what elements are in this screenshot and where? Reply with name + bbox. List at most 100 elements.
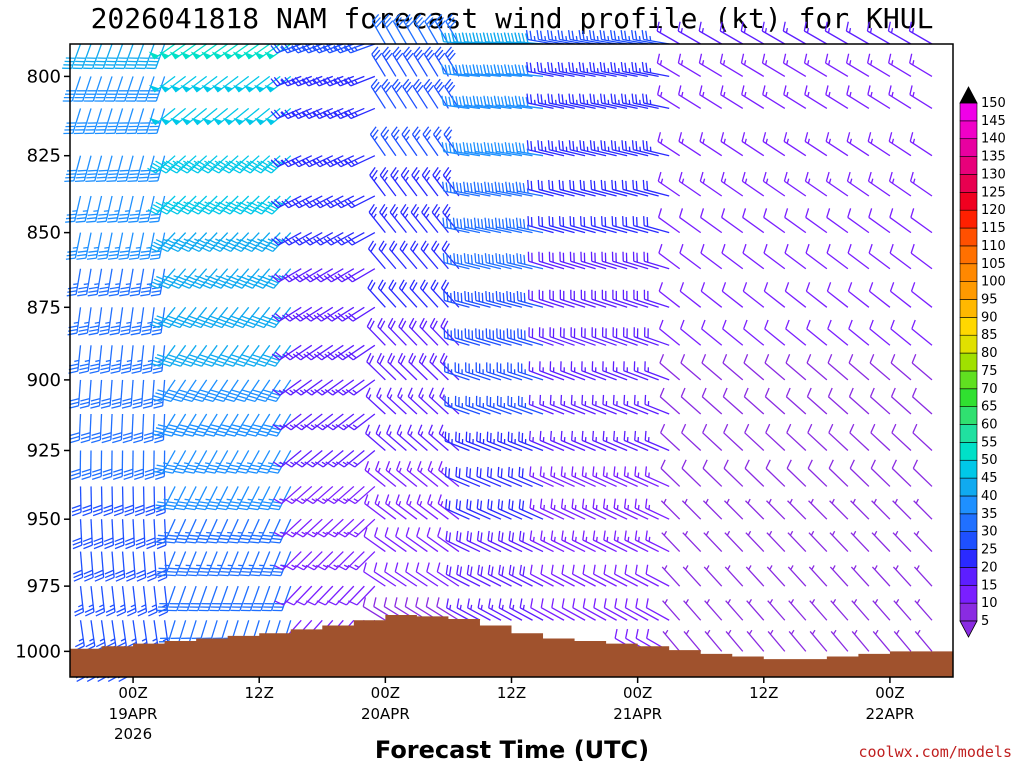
wind-barb xyxy=(891,459,912,487)
wind-barb xyxy=(507,395,533,415)
wind-barb xyxy=(190,75,218,93)
wind-barb xyxy=(374,494,397,520)
wind-barb xyxy=(186,518,208,544)
wind-barb xyxy=(203,344,229,367)
wind-barb xyxy=(219,585,239,612)
wind-barb xyxy=(633,289,659,308)
wind-barb xyxy=(78,307,92,336)
wind-barb xyxy=(485,328,512,346)
wind-barb xyxy=(265,306,292,329)
colorbar-label: 80 xyxy=(981,346,998,361)
wind-barb xyxy=(549,361,575,381)
wind-barb xyxy=(348,585,376,606)
wind-barb xyxy=(700,208,723,234)
wind-barb xyxy=(590,251,617,270)
wind-barb xyxy=(570,289,596,308)
wind-barb xyxy=(592,498,617,520)
wind-barb xyxy=(870,459,891,487)
colorbar-label: 125 xyxy=(981,185,1006,200)
wind-barb xyxy=(527,216,554,234)
wind-barb xyxy=(222,43,250,60)
wind-barb xyxy=(201,107,229,126)
wind-barb xyxy=(281,232,313,246)
wind-barb xyxy=(125,43,145,70)
wind-barb xyxy=(431,240,449,270)
wind-barb xyxy=(316,551,344,571)
wind-barb xyxy=(677,53,702,77)
wind-barb xyxy=(452,142,481,157)
wind-barb xyxy=(98,268,113,297)
wind-barb xyxy=(613,564,638,587)
chart-title: 2026041818 NAM forecast wind profile (kt… xyxy=(91,2,934,35)
wind-barb xyxy=(645,598,670,621)
wind-barb xyxy=(550,564,575,587)
wind-barb xyxy=(239,551,260,577)
wind-barb xyxy=(762,171,786,197)
wind-barb xyxy=(260,551,281,577)
wind-barb xyxy=(83,43,103,70)
wind-barb xyxy=(631,140,659,157)
wind-barb xyxy=(888,171,912,197)
wind-barb xyxy=(314,379,344,396)
wind-barb xyxy=(744,423,765,451)
wind-barb xyxy=(806,319,828,346)
wind-barb xyxy=(293,413,323,431)
wind-barb xyxy=(222,268,250,289)
wind-barb xyxy=(365,387,386,415)
colorbar-label: 105 xyxy=(981,257,1006,272)
wind-barb xyxy=(410,240,428,270)
wind-barb xyxy=(703,530,723,552)
wind-barb xyxy=(571,466,596,488)
wind-barb xyxy=(603,530,628,553)
x-tick-label: 12Z xyxy=(245,684,274,702)
wind-barb xyxy=(847,243,870,270)
wind-barb xyxy=(581,394,607,415)
wind-barb xyxy=(345,413,376,431)
wind-barb xyxy=(452,181,481,197)
wind-barb xyxy=(743,387,765,415)
wind-barb xyxy=(188,585,208,612)
wind-barb xyxy=(809,598,828,621)
colorbar-segment xyxy=(959,424,978,443)
wind-barb xyxy=(571,530,596,553)
wind-barb xyxy=(302,268,334,283)
wind-barb xyxy=(912,423,933,451)
wind-barb xyxy=(678,85,702,109)
wind-barb xyxy=(374,527,397,553)
wind-barb xyxy=(291,107,323,120)
wind-barb xyxy=(700,282,723,308)
wind-barb xyxy=(659,353,681,381)
wind-barb xyxy=(419,317,439,346)
wind-barb xyxy=(227,486,250,511)
wind-barb xyxy=(508,530,533,553)
wind-barb xyxy=(167,585,187,612)
wind-barb xyxy=(497,431,523,452)
wind-barb xyxy=(660,498,681,520)
wind-barb xyxy=(165,518,187,544)
wind-barb xyxy=(397,387,418,415)
wind-barb xyxy=(741,171,765,197)
wind-barb xyxy=(82,486,93,517)
colorbar-label: 60 xyxy=(981,418,998,433)
wind-barb xyxy=(558,216,586,234)
wind-barb xyxy=(850,565,870,587)
wind-barb xyxy=(168,195,197,215)
wind-barb xyxy=(99,345,113,374)
wind-barb xyxy=(313,268,344,283)
wind-barb xyxy=(128,195,145,223)
wind-barb xyxy=(92,486,103,517)
wind-barb xyxy=(601,216,628,234)
wind-barb xyxy=(515,217,544,234)
wind-barb xyxy=(378,240,397,270)
wind-barb xyxy=(386,387,407,415)
wind-barb xyxy=(130,307,145,336)
wind-barb xyxy=(527,251,554,270)
wind-barb xyxy=(152,450,176,474)
wind-barb xyxy=(212,107,239,126)
wind-barb xyxy=(83,76,103,102)
wind-barb xyxy=(132,379,145,409)
wind-barb xyxy=(395,527,418,553)
wind-barb xyxy=(162,413,187,437)
wind-barb xyxy=(293,449,323,468)
wind-barb xyxy=(611,251,638,270)
